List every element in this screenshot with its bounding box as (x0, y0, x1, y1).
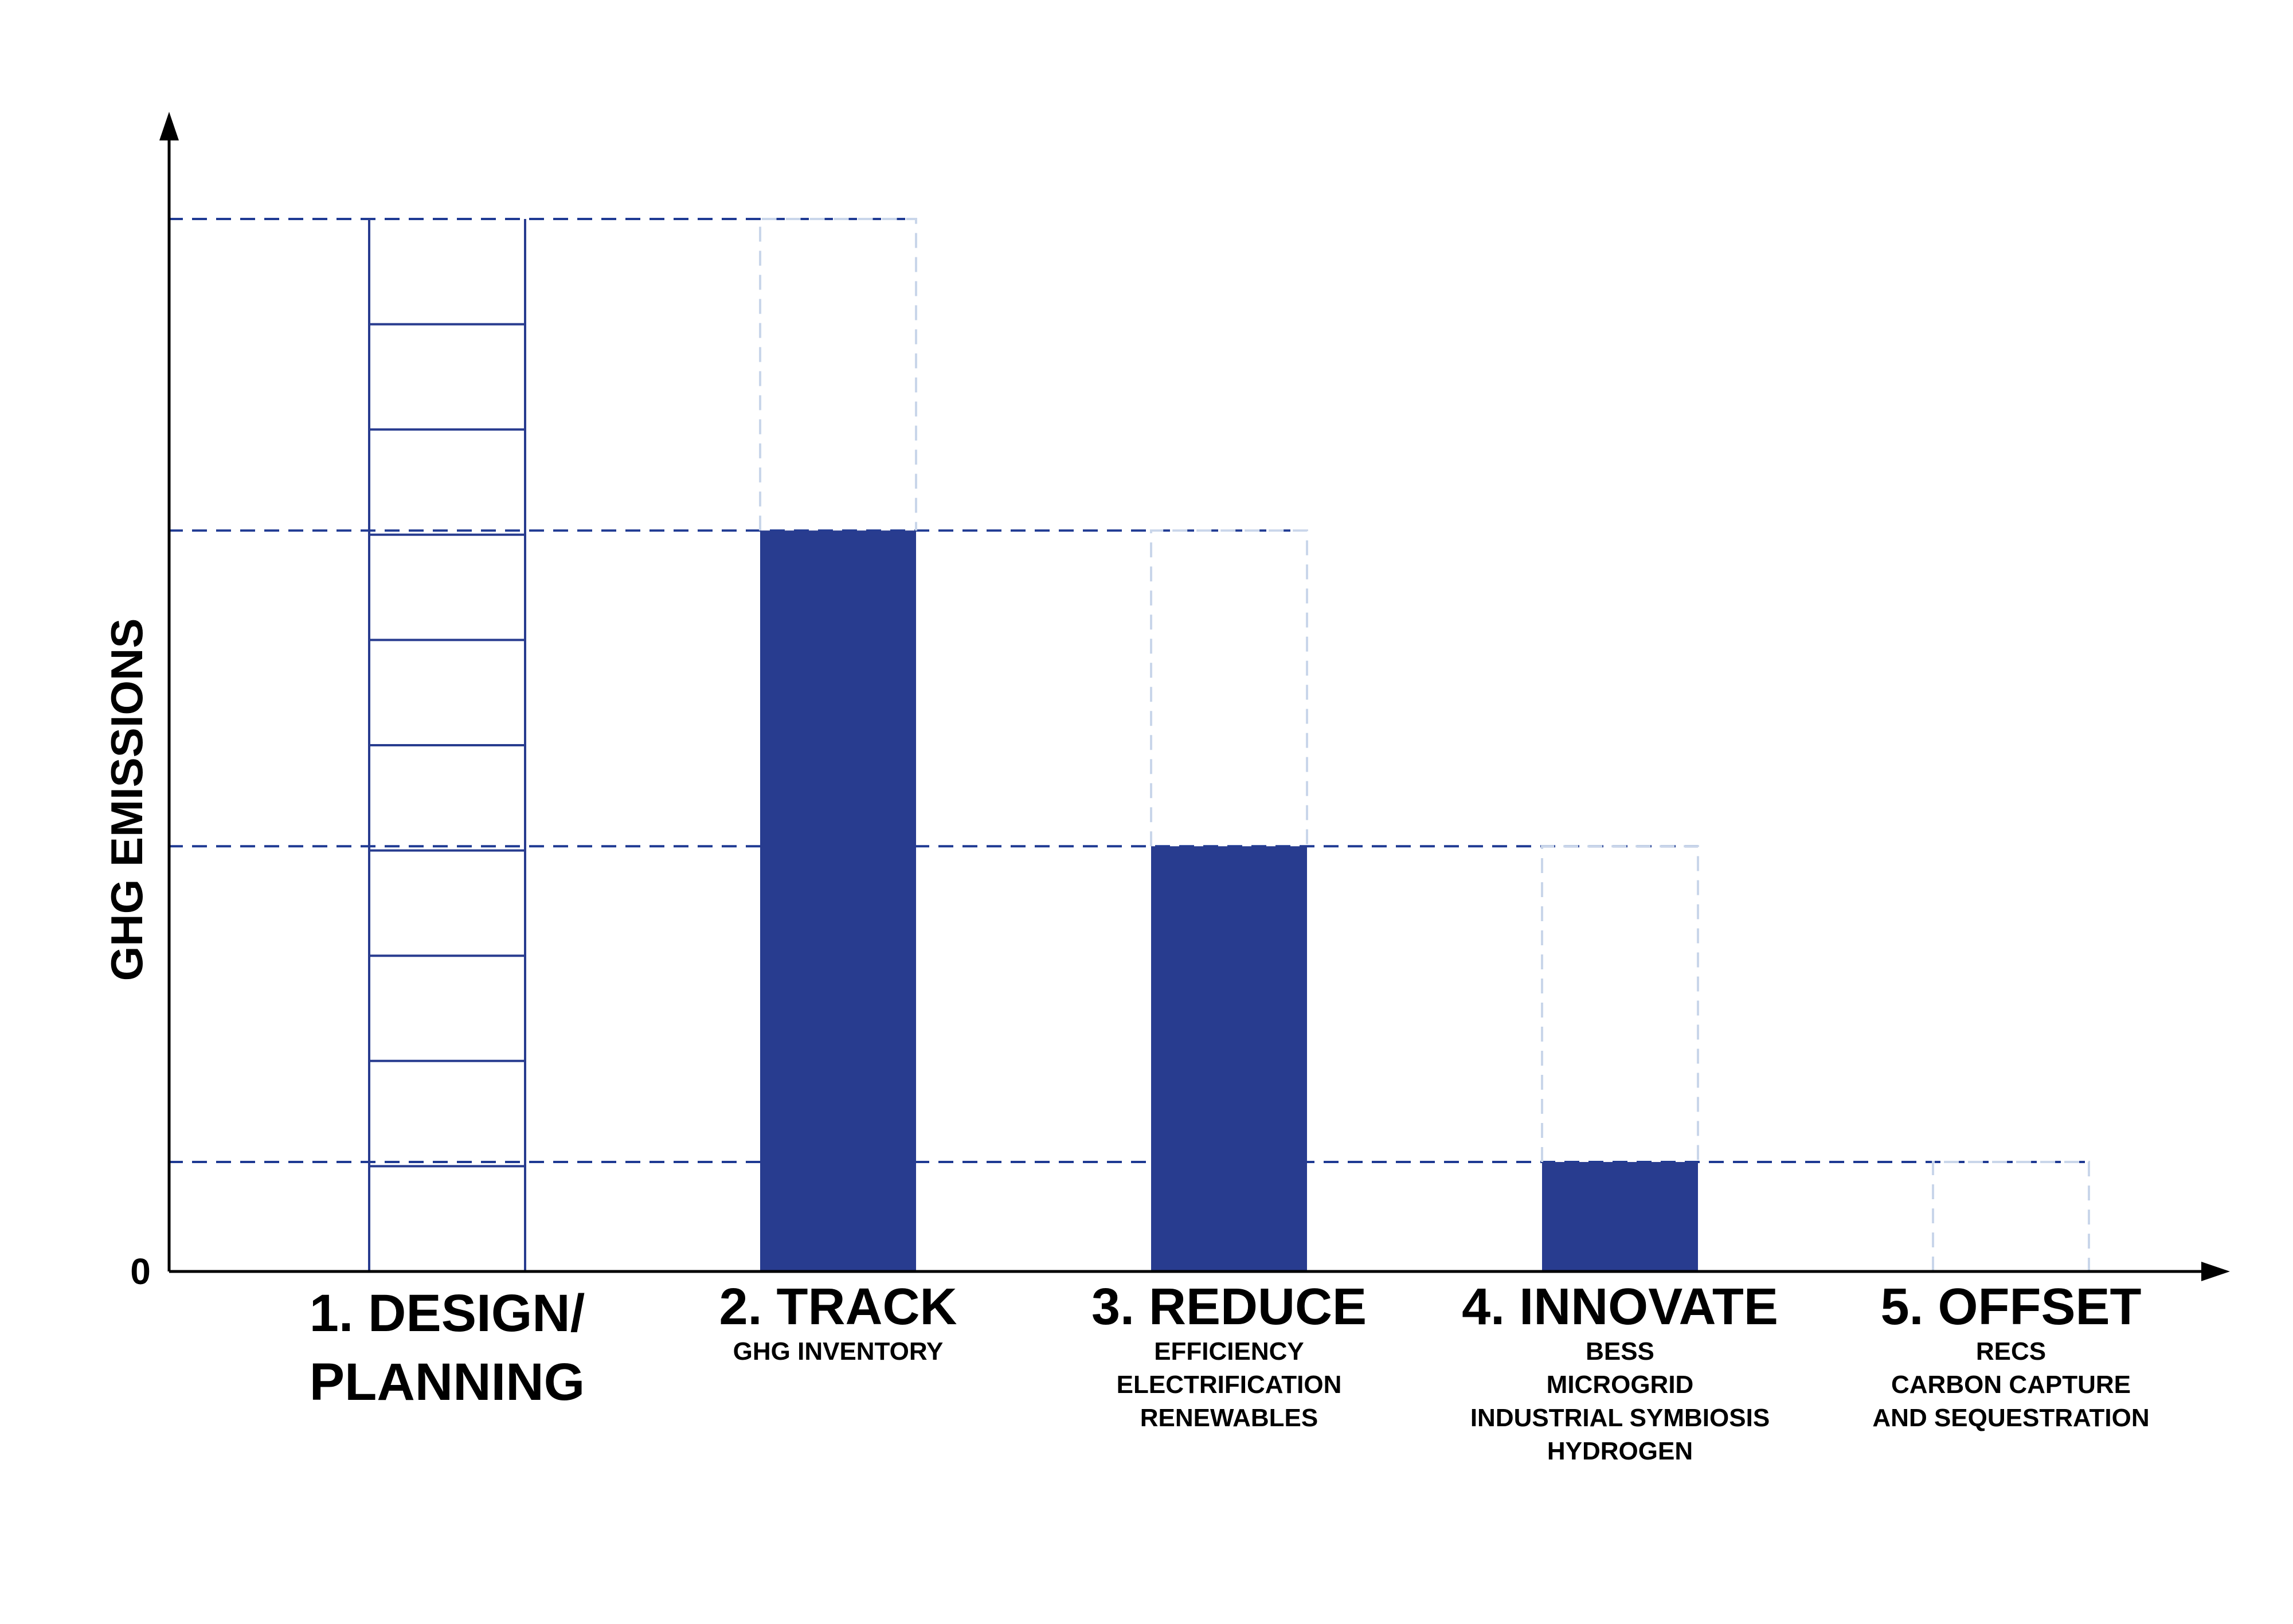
category-detail: RENEWABLES (1140, 1404, 1318, 1432)
category-title-5: 5. OFFSET (1880, 1278, 2141, 1336)
ghost-outline-4 (1541, 845, 1699, 1163)
axes: 0 GHG EMISSIONS (101, 112, 2230, 1292)
bar-4 (1542, 1162, 1698, 1271)
y-axis-title: GHG EMISSIONS (101, 619, 152, 981)
category-title-1: 1. DESIGN/ (310, 1284, 585, 1343)
category-title-2: 2. TRACK (719, 1278, 957, 1336)
category-title-4: 4. INNOVATE (1462, 1278, 1778, 1336)
category-detail: RECS (1976, 1337, 2046, 1365)
ghost-outline-2 (759, 218, 917, 531)
category-title-3: 3. REDUCE (1091, 1278, 1367, 1336)
level-guides (168, 218, 2089, 1164)
category-detail: EFFICIENCY (1154, 1337, 1304, 1365)
ghost-outline-3 (1150, 529, 1308, 847)
category-detail: GHG INVENTORY (733, 1337, 944, 1365)
bars (368, 219, 1698, 1271)
x-axis-arrowhead (2201, 1262, 2230, 1281)
category-detail: INDUSTRIAL SYMBIOSIS (1470, 1404, 1770, 1432)
category-detail: AND SEQUESTRATION (1872, 1404, 2149, 1432)
bar-2 (760, 530, 916, 1271)
category-detail: HYDROGEN (1547, 1437, 1693, 1465)
y-axis-arrowhead (159, 112, 179, 140)
category-detail: BESS (1586, 1337, 1654, 1365)
category-detail: MICROGRID (1547, 1371, 1694, 1399)
category-detail: ELECTRIFICATION (1117, 1371, 1342, 1399)
y-zero-label: 0 (130, 1251, 151, 1292)
ghost-outlines (759, 218, 2090, 1271)
category-detail: CARBON CAPTURE (1891, 1371, 2131, 1399)
category-title-1: PLANNING (310, 1353, 585, 1411)
bar-3 (1151, 846, 1307, 1271)
ghost-outline-5 (1932, 1161, 2090, 1271)
